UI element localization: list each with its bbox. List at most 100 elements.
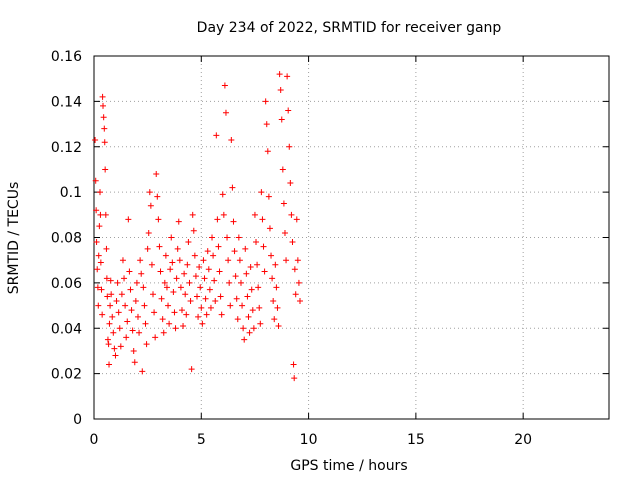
data-point	[232, 273, 239, 280]
data-point	[133, 279, 140, 286]
data-point	[260, 243, 267, 250]
data-point	[106, 361, 113, 368]
data-point	[184, 261, 191, 268]
data-point	[200, 257, 207, 264]
data-point	[155, 216, 162, 223]
data-point	[101, 125, 108, 132]
data-point	[123, 334, 130, 341]
y-tick-label: 0.14	[51, 94, 82, 110]
data-point	[245, 313, 252, 320]
y-axis-title: SRMTID / TECUs	[6, 182, 22, 295]
data-point	[259, 216, 266, 223]
data-point	[143, 341, 150, 348]
data-point	[217, 293, 224, 300]
y-tick-label: 0.1	[60, 185, 82, 201]
data-point	[97, 259, 104, 266]
data-point	[243, 270, 250, 277]
data-point	[134, 313, 141, 320]
data-point	[273, 284, 280, 291]
data-point	[276, 71, 283, 78]
data-point	[254, 261, 261, 268]
data-point	[198, 304, 205, 311]
data-point	[293, 216, 300, 223]
data-point	[99, 93, 106, 100]
data-points	[92, 71, 303, 382]
data-point	[138, 270, 145, 277]
data-point	[287, 180, 294, 187]
data-point	[140, 284, 147, 291]
data-point	[158, 295, 165, 302]
data-point	[105, 341, 112, 348]
data-point	[283, 257, 290, 264]
data-point	[156, 243, 163, 250]
data-point	[95, 302, 102, 309]
data-point	[268, 252, 275, 259]
data-point	[213, 132, 220, 139]
data-point	[192, 273, 199, 280]
data-point	[97, 211, 104, 218]
data-point	[153, 170, 160, 177]
data-point	[170, 288, 177, 295]
data-point	[205, 266, 212, 273]
data-point	[104, 336, 111, 343]
data-point	[144, 245, 151, 252]
data-point	[165, 302, 172, 309]
data-point	[94, 284, 101, 291]
data-point	[284, 73, 291, 80]
data-point	[151, 309, 158, 316]
data-point	[278, 116, 285, 123]
data-point	[189, 211, 196, 218]
data-point	[182, 291, 189, 298]
data-point	[176, 257, 183, 264]
data-point	[209, 234, 216, 241]
data-point	[224, 234, 231, 241]
data-point	[250, 325, 257, 332]
data-point	[270, 298, 277, 305]
data-point	[99, 311, 106, 318]
data-point	[285, 107, 292, 114]
data-point	[226, 279, 233, 286]
data-point	[126, 268, 133, 275]
data-point	[297, 298, 303, 305]
data-point	[171, 309, 178, 316]
data-point	[109, 313, 116, 320]
data-point	[163, 284, 170, 291]
data-point	[222, 109, 229, 116]
data-point	[225, 257, 232, 264]
y-tick-label: 0.04	[51, 321, 82, 337]
data-point	[247, 263, 254, 270]
data-point	[178, 307, 185, 314]
data-point	[186, 279, 193, 286]
data-point	[110, 329, 117, 336]
data-point	[154, 193, 161, 200]
data-point	[194, 293, 200, 300]
data-point	[204, 248, 211, 255]
data-point	[289, 239, 296, 246]
data-point	[92, 136, 99, 143]
data-point	[206, 286, 213, 293]
x-tick-label: 15	[407, 432, 425, 448]
y-tick-label: 0.06	[51, 276, 82, 292]
data-point	[190, 227, 197, 234]
data-point	[203, 311, 210, 318]
data-point	[220, 211, 227, 218]
data-point	[187, 298, 194, 305]
grid-lines	[94, 56, 609, 419]
data-point	[93, 207, 100, 214]
data-point	[101, 139, 108, 146]
data-point	[233, 295, 240, 302]
data-point	[210, 252, 217, 259]
data-point	[229, 184, 236, 191]
data-point	[239, 302, 246, 309]
data-point	[181, 270, 188, 277]
data-point	[124, 318, 131, 325]
data-point	[191, 252, 198, 259]
data-point	[277, 87, 284, 94]
data-point	[177, 284, 184, 291]
data-point	[274, 304, 281, 311]
data-point	[261, 268, 268, 275]
data-point	[207, 304, 214, 311]
data-point	[240, 325, 247, 332]
data-point	[167, 266, 174, 273]
data-point	[98, 286, 105, 293]
